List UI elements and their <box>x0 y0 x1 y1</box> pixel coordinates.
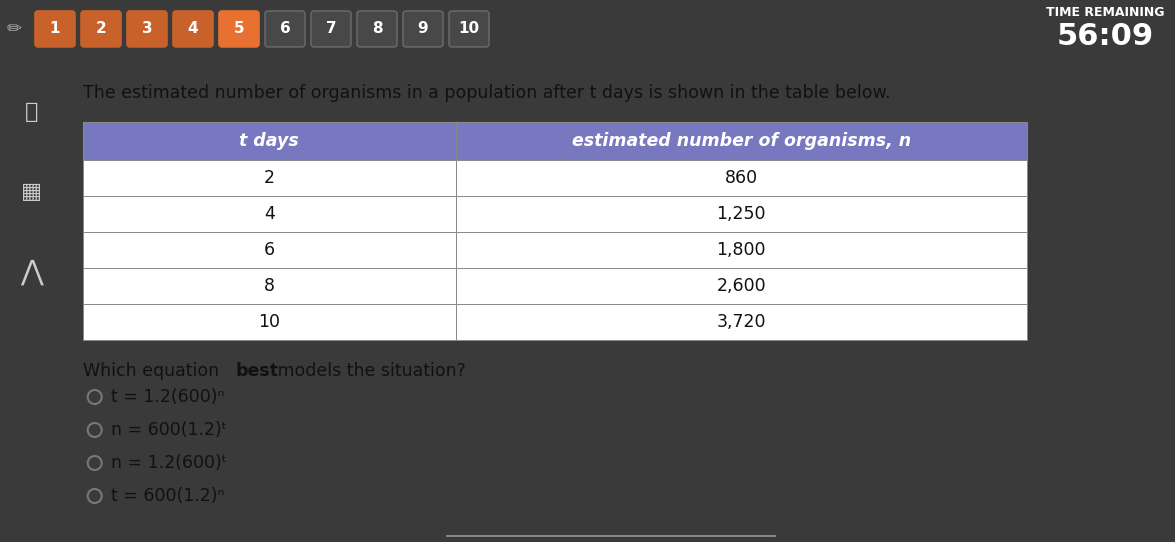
Text: 2: 2 <box>263 169 275 187</box>
Text: models the situation?: models the situation? <box>273 362 466 380</box>
FancyBboxPatch shape <box>173 11 213 47</box>
Text: t = 600(1.2)ⁿ: t = 600(1.2)ⁿ <box>110 487 224 505</box>
FancyBboxPatch shape <box>82 232 456 268</box>
FancyBboxPatch shape <box>82 160 456 196</box>
FancyBboxPatch shape <box>266 11 306 47</box>
Text: t = 1.2(600)ⁿ: t = 1.2(600)ⁿ <box>110 388 224 406</box>
Text: 10: 10 <box>458 22 479 36</box>
Text: t days: t days <box>240 132 298 150</box>
FancyBboxPatch shape <box>456 196 1027 232</box>
FancyBboxPatch shape <box>456 160 1027 196</box>
Text: n = 1.2(600)ᵗ: n = 1.2(600)ᵗ <box>110 454 227 472</box>
Text: 3,720: 3,720 <box>717 313 766 331</box>
Text: 6: 6 <box>280 22 290 36</box>
FancyBboxPatch shape <box>82 304 456 340</box>
Text: n = 600(1.2)ᵗ: n = 600(1.2)ᵗ <box>110 421 227 439</box>
Text: 4: 4 <box>188 22 199 36</box>
FancyBboxPatch shape <box>35 11 75 47</box>
Text: 1: 1 <box>49 22 60 36</box>
Text: ⌒: ⌒ <box>25 102 39 122</box>
Text: 4: 4 <box>263 205 275 223</box>
FancyBboxPatch shape <box>456 304 1027 340</box>
Text: 5: 5 <box>234 22 244 36</box>
Text: 56:09: 56:09 <box>1056 22 1154 51</box>
Text: best: best <box>235 362 278 380</box>
FancyBboxPatch shape <box>456 232 1027 268</box>
Text: 8: 8 <box>371 22 382 36</box>
Text: ✏: ✏ <box>6 20 21 38</box>
FancyBboxPatch shape <box>127 11 167 47</box>
Text: 9: 9 <box>417 22 429 36</box>
Text: 860: 860 <box>725 169 758 187</box>
FancyBboxPatch shape <box>81 11 121 47</box>
Text: 6: 6 <box>263 241 275 259</box>
Text: Which equation: Which equation <box>82 362 224 380</box>
Text: ▦: ▦ <box>21 182 42 202</box>
FancyBboxPatch shape <box>403 11 443 47</box>
Text: 2,600: 2,600 <box>717 277 766 295</box>
Text: ⋀: ⋀ <box>20 258 43 286</box>
Text: 7: 7 <box>325 22 336 36</box>
FancyBboxPatch shape <box>311 11 351 47</box>
FancyBboxPatch shape <box>82 268 456 304</box>
FancyBboxPatch shape <box>82 122 456 160</box>
Text: 1,800: 1,800 <box>717 241 766 259</box>
FancyBboxPatch shape <box>456 122 1027 160</box>
Text: TIME REMAINING: TIME REMAINING <box>1046 7 1164 20</box>
Text: 10: 10 <box>258 313 280 331</box>
FancyBboxPatch shape <box>357 11 397 47</box>
FancyBboxPatch shape <box>456 268 1027 304</box>
FancyBboxPatch shape <box>219 11 258 47</box>
Text: 3: 3 <box>142 22 153 36</box>
FancyBboxPatch shape <box>82 196 456 232</box>
Text: 1,250: 1,250 <box>717 205 766 223</box>
Text: The estimated number of organisms in a population after t days is shown in the t: The estimated number of organisms in a p… <box>82 84 891 102</box>
Text: estimated number of organisms, n: estimated number of organisms, n <box>572 132 911 150</box>
Text: 2: 2 <box>95 22 107 36</box>
FancyBboxPatch shape <box>449 11 489 47</box>
Text: 8: 8 <box>263 277 275 295</box>
